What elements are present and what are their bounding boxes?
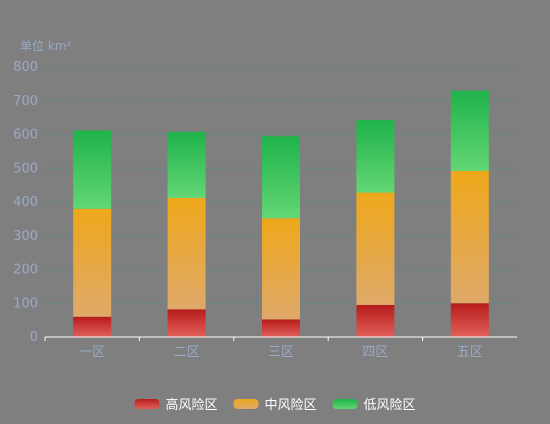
legend-swatch (233, 399, 259, 409)
bar-segment (167, 131, 206, 198)
legend: 高风险区 中风险区 低风险区 (134, 397, 416, 413)
bar-segment (356, 304, 395, 337)
bar-segment (450, 303, 489, 337)
y-tick-label: 500 (13, 161, 38, 176)
bar-segment (262, 319, 300, 337)
bar-segment (73, 316, 112, 337)
bar-segment (450, 170, 489, 304)
bar-segment (356, 192, 395, 305)
legend-swatch (332, 399, 358, 409)
bar-segment (167, 309, 206, 337)
legend-label: 中风险区 (265, 398, 317, 413)
bar-segment (167, 197, 206, 310)
y-tick-label: 400 (13, 195, 38, 210)
bar-segment (262, 136, 300, 219)
y-tick-label: 300 (13, 229, 38, 244)
x-axis-ticks: 一区 二区 三区 四区 五区 (44, 337, 483, 360)
x-tick-label: 一区 (79, 345, 105, 360)
x-tick-label: 四区 (362, 345, 388, 360)
y-tick-label: 600 (13, 128, 38, 143)
y-tick-label: 200 (13, 263, 38, 278)
y-tick-label: 700 (13, 94, 38, 109)
bar-segment (450, 90, 489, 171)
legend-swatch (134, 399, 160, 409)
bar-segment (73, 130, 112, 209)
bar-segment (73, 208, 112, 317)
grid-lines (45, 66, 517, 304)
bar-segment (262, 218, 300, 320)
legend-label: 高风险区 (166, 397, 218, 413)
y-axis-ticks: 0 100 200 300 400 500 600 700 800 (13, 60, 38, 345)
legend-label: 低风险区 (364, 398, 416, 413)
legend-item[interactable]: 高风险区 (134, 397, 218, 413)
legend-item[interactable]: 低风险区 (332, 398, 416, 413)
x-tick-label: 二区 (174, 345, 200, 360)
bar-segment (356, 119, 395, 193)
x-tick-label: 五区 (457, 345, 483, 360)
y-tick-label: 0 (30, 330, 38, 345)
unit-label: 单位 km² (20, 38, 71, 53)
bars (73, 90, 489, 337)
legend-item[interactable]: 中风险区 (233, 398, 317, 413)
y-tick-label: 100 (13, 296, 38, 311)
x-tick-label: 三区 (268, 345, 294, 360)
y-tick-label: 800 (13, 60, 38, 75)
